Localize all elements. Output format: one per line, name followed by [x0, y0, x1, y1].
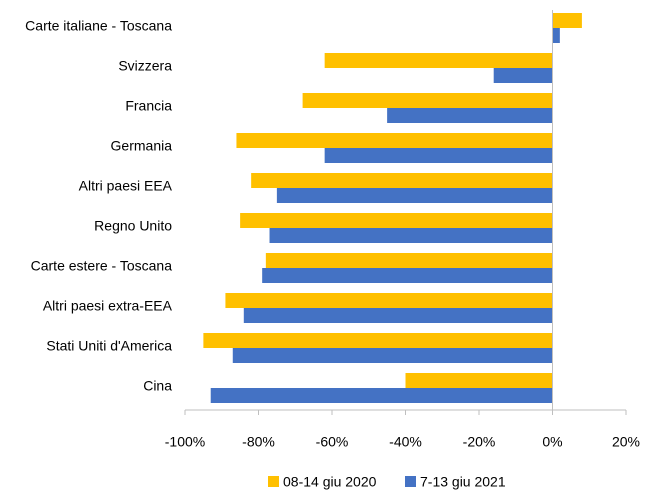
- bar: [302, 93, 553, 108]
- bar: [243, 308, 553, 323]
- bar: [262, 268, 553, 283]
- bar: [225, 293, 553, 308]
- bar: [251, 173, 553, 188]
- legend-swatch: [405, 476, 416, 487]
- x-tick-label: -100%: [165, 434, 205, 450]
- x-tick-label: -60%: [316, 434, 349, 450]
- bar: [405, 373, 553, 388]
- y-tick-label: Stati Uniti d'America: [46, 338, 172, 354]
- x-tick-label: -80%: [242, 434, 275, 450]
- bar: [269, 228, 553, 243]
- bar: [236, 133, 553, 148]
- y-tick-label: Carte italiane - Toscana: [25, 18, 172, 34]
- legend-label: 08-14 giu 2020: [283, 474, 377, 490]
- bar: [387, 108, 553, 123]
- y-tick-label: Altri paesi EEA: [79, 178, 173, 194]
- y-tick-label: Regno Unito: [94, 218, 172, 234]
- y-tick-label: Francia: [125, 98, 172, 114]
- bar: [210, 388, 553, 403]
- y-tick-label: Cina: [143, 378, 172, 394]
- bar: [552, 28, 560, 43]
- x-tick-label: 20%: [612, 434, 640, 450]
- bar: [324, 148, 553, 163]
- bar: [232, 348, 553, 363]
- bar: [324, 53, 553, 68]
- bar: [240, 213, 553, 228]
- legend-label: 7-13 giu 2021: [420, 474, 506, 490]
- bar: [265, 253, 553, 268]
- bar: [552, 13, 582, 28]
- bar: [203, 333, 553, 348]
- x-tick-label: -40%: [389, 434, 422, 450]
- legend-swatch: [268, 476, 279, 487]
- bar: [493, 68, 553, 83]
- bar: [276, 188, 553, 203]
- x-tick-label: 0%: [542, 434, 562, 450]
- y-tick-label: Carte estere - Toscana: [31, 258, 173, 274]
- y-tick-label: Germania: [111, 138, 173, 154]
- y-tick-label: Svizzera: [118, 58, 172, 74]
- y-tick-label: Altri paesi extra-EEA: [43, 298, 173, 314]
- x-tick-label: -20%: [463, 434, 496, 450]
